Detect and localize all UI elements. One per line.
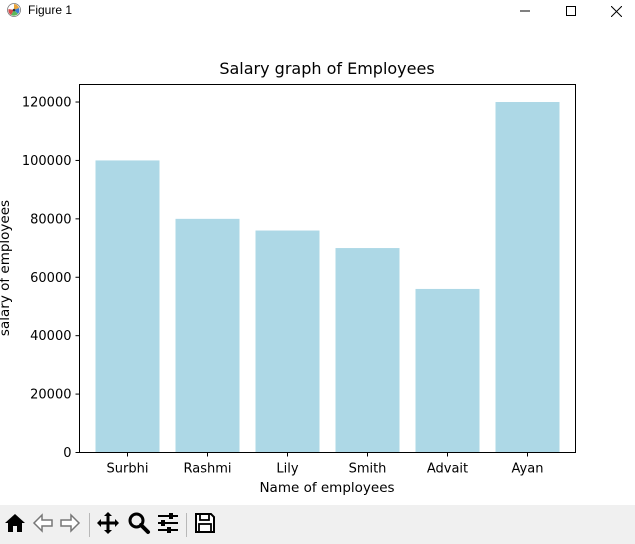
y-tick-label: 120000 [22, 96, 72, 111]
save-button[interactable] [192, 512, 218, 538]
window-title: Figure 1 [28, 3, 73, 17]
bar-chart: Salary graph of Employees 0 20000 40000 600… [0, 59, 576, 496]
close-button[interactable] [593, 0, 635, 22]
x-axis-label: Name of employees [259, 480, 394, 496]
chart-title: Salary graph of Employees [219, 59, 434, 78]
forward-button[interactable] [57, 512, 83, 538]
back-arrow-icon [32, 512, 54, 538]
bars-group [95, 102, 560, 453]
y-axis: 0 20000 40000 60000 80000 100000 120000 [22, 96, 80, 461]
x-tick-label: Advait [427, 462, 468, 477]
bar-lily [255, 230, 320, 453]
x-axis: Surbhi Rashmi Lily Smith Advait Ayan [107, 452, 544, 477]
x-tick-label: Surbhi [107, 462, 149, 477]
minimize-button[interactable] [502, 0, 548, 22]
minimize-icon [520, 6, 530, 16]
sliders-icon [156, 511, 180, 539]
back-button[interactable] [30, 512, 56, 538]
matplotlib-icon [6, 2, 22, 18]
toolbar-separator [186, 513, 187, 537]
bar-smith [335, 248, 400, 453]
floppy-disk-icon [194, 512, 216, 538]
y-tick-label: 0 [63, 446, 71, 461]
toolbar-separator [89, 513, 90, 537]
bar-rashmi [175, 218, 240, 453]
window-titlebar: Figure 1 [0, 0, 635, 22]
bar-advait [415, 288, 480, 453]
y-axis-label: salary of employees [0, 200, 13, 336]
y-tick-label: 80000 [30, 212, 71, 227]
pan-button[interactable] [95, 512, 121, 538]
close-icon [610, 5, 622, 17]
figure-canvas[interactable]: Salary graph of Employees 0 20000 40000 600… [0, 22, 635, 505]
bar-surbhi [95, 160, 160, 453]
axes-frame [79, 84, 576, 453]
magnifier-icon [127, 511, 151, 539]
navigation-toolbar [0, 505, 635, 544]
x-tick-label: Lily [276, 462, 298, 477]
x-tick-label: Rashmi [183, 462, 231, 477]
y-tick-label: 100000 [22, 154, 72, 169]
home-icon [4, 512, 26, 538]
x-tick-label: Smith [349, 462, 387, 477]
forward-arrow-icon [59, 512, 81, 538]
move-icon [96, 511, 120, 539]
x-tick-label: Ayan [512, 462, 544, 477]
zoom-button[interactable] [126, 512, 152, 538]
bar-ayan [495, 102, 560, 453]
y-tick-label: 40000 [30, 329, 71, 344]
configure-button[interactable] [155, 512, 181, 538]
maximize-button[interactable] [548, 0, 594, 22]
y-tick-label: 20000 [30, 388, 71, 403]
maximize-icon [566, 6, 576, 16]
y-tick-label: 60000 [30, 271, 71, 286]
home-button[interactable] [2, 512, 28, 538]
